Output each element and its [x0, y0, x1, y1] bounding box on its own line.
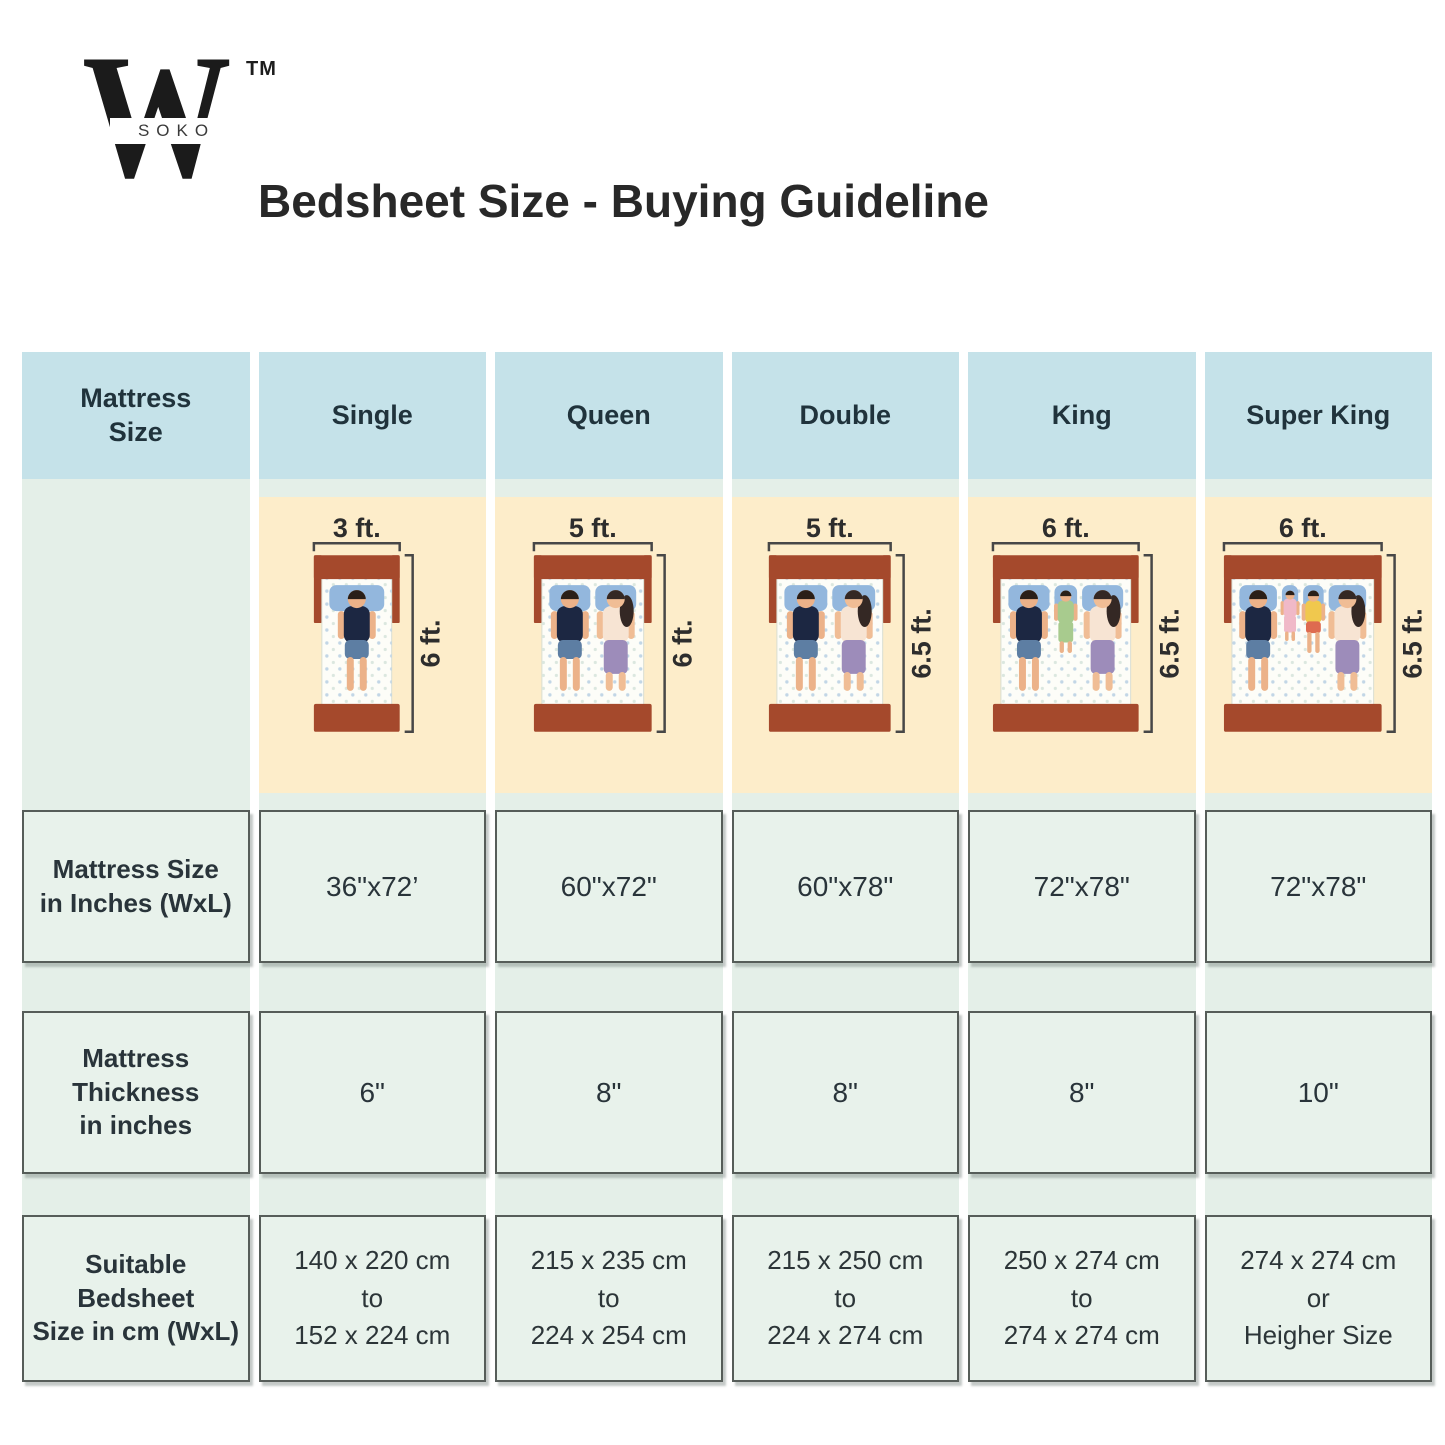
column-header-double: Double [731, 352, 959, 479]
bedsheet-size-value-queen: 215 x 235 cm to 224 x 254 cm [495, 1215, 723, 1382]
bed-area-queen: 5 ft. 6 ft. [495, 479, 723, 810]
svg-text:6.5 ft.: 6.5 ft. [1155, 608, 1185, 678]
label-column-empty-space [22, 479, 250, 810]
sheet-range-connector: or [1306, 1282, 1330, 1313]
bed-illustration-block: 6 ft. 6.5 ft. [1204, 497, 1432, 793]
column-strip-queen: 5 ft. 6 ft. 60"x72" 8" 215 x 235 cm to 22… [495, 479, 723, 1382]
sheet-range-connector: to [834, 1282, 857, 1313]
column-header-single: Single [258, 352, 486, 479]
sheet-range-from: 140 x 220 cm [294, 1244, 451, 1275]
svg-text:6 ft.: 6 ft. [668, 620, 698, 668]
logo-letter-w: W [82, 17, 232, 215]
mattress-thickness-value-queen: 8" [495, 1011, 723, 1174]
sheet-range-from: 215 x 235 cm [530, 1244, 687, 1275]
bedsheet-size-value-king: 250 x 274 cm to 274 x 274 cm [968, 1215, 1196, 1382]
sheet-range-to: 274 x 274 cm [1003, 1320, 1160, 1351]
sheet-range-to: Heigher Size [1243, 1320, 1393, 1351]
mattress-thickness-value-double: 8" [731, 1011, 959, 1174]
column-strip-double: 5 ft. 6.5 ft. 60"x78" 8" 215 x 250 cm to … [731, 479, 959, 1382]
svg-text:6.5 ft.: 6.5 ft. [906, 608, 936, 678]
mattress-inches-value-king: 72"x78" [968, 810, 1196, 963]
bed-illustration-block: 5 ft. 6.5 ft. [731, 497, 959, 793]
column-queen: Queen 5 ft. 6 ft. 60"x72" 8" 215 x 235 cm… [495, 352, 723, 1382]
bed-area-king: 6 ft. 6.5 ft. [968, 479, 1196, 810]
mattress-thickness-value-single: 6" [258, 1011, 486, 1174]
bed-illustration-single: 3 ft. 6 ft. [312, 513, 445, 734]
column-strip-single: 3 ft. 6 ft. 36"x72’ 6" 140 x 220 cm to 15… [258, 479, 486, 1382]
bed-area-single: 3 ft. 6 ft. [258, 479, 486, 810]
column-row-labels: Mattress Size Mattress Size in Inches (W… [22, 352, 250, 1382]
svg-text:5 ft.: 5 ft. [569, 513, 617, 543]
logo-wordmark-soko: SOKO [110, 118, 236, 144]
size-guide-table: Mattress Size Mattress Size in Inches (W… [22, 352, 1432, 1382]
column-header-mattress-size: Mattress Size [22, 352, 250, 479]
bed-illustration-block: 5 ft. 6 ft. [495, 497, 723, 793]
mattress-inches-value-single: 36"x72’ [258, 810, 486, 963]
mattress-inches-value-queen: 60"x72" [495, 810, 723, 963]
column-single: Single 3 ft. 6 ft. 36"x72’ 6" 140 x 220 c… [258, 352, 486, 1382]
label-column-strip: Mattress Size in Inches (WxL) Mattress T… [22, 479, 250, 1382]
column-header-queen: Queen [495, 352, 723, 479]
column-header-king: King [968, 352, 1196, 479]
column-strip-king: 6 ft. 6.5 ft. 72"x78" 8" 250 x 274 cm to … [968, 479, 1196, 1382]
bed-illustration-block: 6 ft. 6.5 ft. [968, 497, 1196, 793]
bed-illustration-block: 3 ft. 6 ft. [258, 497, 486, 793]
page-title: Bedsheet Size - Buying Guideline [258, 175, 990, 227]
mattress-thickness-value-super-king: 10" [1204, 1011, 1432, 1174]
svg-text:6 ft.: 6 ft. [415, 620, 445, 668]
bed-illustration-queen: 5 ft. 6 ft. [532, 513, 698, 734]
sheet-range-connector: to [361, 1282, 384, 1313]
bed-illustration-super-king: 6 ft. 6.5 ft. [1222, 513, 1427, 734]
sheet-range-from: 250 x 274 cm [1003, 1244, 1160, 1275]
bed-illustration-double: 5 ft. 6.5 ft. [767, 513, 936, 734]
svg-text:6.5 ft.: 6.5 ft. [1397, 608, 1427, 678]
sheet-range-to: 224 x 274 cm [767, 1320, 924, 1351]
sheet-range-to: 224 x 254 cm [530, 1320, 687, 1351]
svg-text:6 ft.: 6 ft. [1278, 513, 1326, 543]
column-strip-super-king: 6 ft. 6.5 ft. 72"x78" 10" 274 x 274 cm or… [1204, 479, 1432, 1382]
column-header-super-king: Super King [1204, 352, 1432, 479]
svg-text:5 ft.: 5 ft. [805, 513, 853, 543]
bed-illustration-king: 6 ft. 6.5 ft. [991, 513, 1185, 734]
row-label-bedsheet-size: Suitable Bedsheet Size in cm (WxL) [22, 1215, 250, 1382]
bedsheet-size-value-super-king: 274 x 274 cm or Heigher Size [1204, 1215, 1432, 1382]
svg-text:3 ft.: 3 ft. [332, 513, 380, 543]
row-label-mattress-thickness: Mattress Thickness in inches [22, 1011, 250, 1174]
svg-text:6 ft.: 6 ft. [1042, 513, 1090, 543]
mattress-thickness-value-king: 8" [968, 1011, 1196, 1174]
row-label-mattress-inches: Mattress Size in Inches (WxL) [22, 810, 250, 963]
mattress-inches-value-double: 60"x78" [731, 810, 959, 963]
brand-logo: W SOKO TM [82, 17, 292, 215]
mattress-inches-value-super-king: 72"x78" [1204, 810, 1432, 963]
sheet-range-to: 152 x 224 cm [294, 1320, 451, 1351]
sheet-range-connector: to [1070, 1282, 1093, 1313]
sheet-range-from: 274 x 274 cm [1240, 1244, 1397, 1275]
column-king: King 6 ft. 6.5 ft. 72"x78" 8" 250 x 274 c… [968, 352, 1196, 1382]
sheet-range-connector: to [597, 1282, 620, 1313]
trademark-symbol: TM [246, 58, 277, 80]
bedsheet-size-value-single: 140 x 220 cm to 152 x 224 cm [258, 1215, 486, 1382]
sheet-range-from: 215 x 250 cm [767, 1244, 924, 1275]
column-super-king: Super King 6 ft. 6.5 ft. 72"x78" 10" 274 … [1204, 352, 1432, 1382]
bedsheet-size-value-double: 215 x 250 cm to 224 x 274 cm [731, 1215, 959, 1382]
bed-area-super-king: 6 ft. 6.5 ft. [1204, 479, 1432, 810]
bed-area-double: 5 ft. 6.5 ft. [731, 479, 959, 810]
column-double: Double 5 ft. 6.5 ft. 60"x78" 8" 215 x 250… [731, 352, 959, 1382]
